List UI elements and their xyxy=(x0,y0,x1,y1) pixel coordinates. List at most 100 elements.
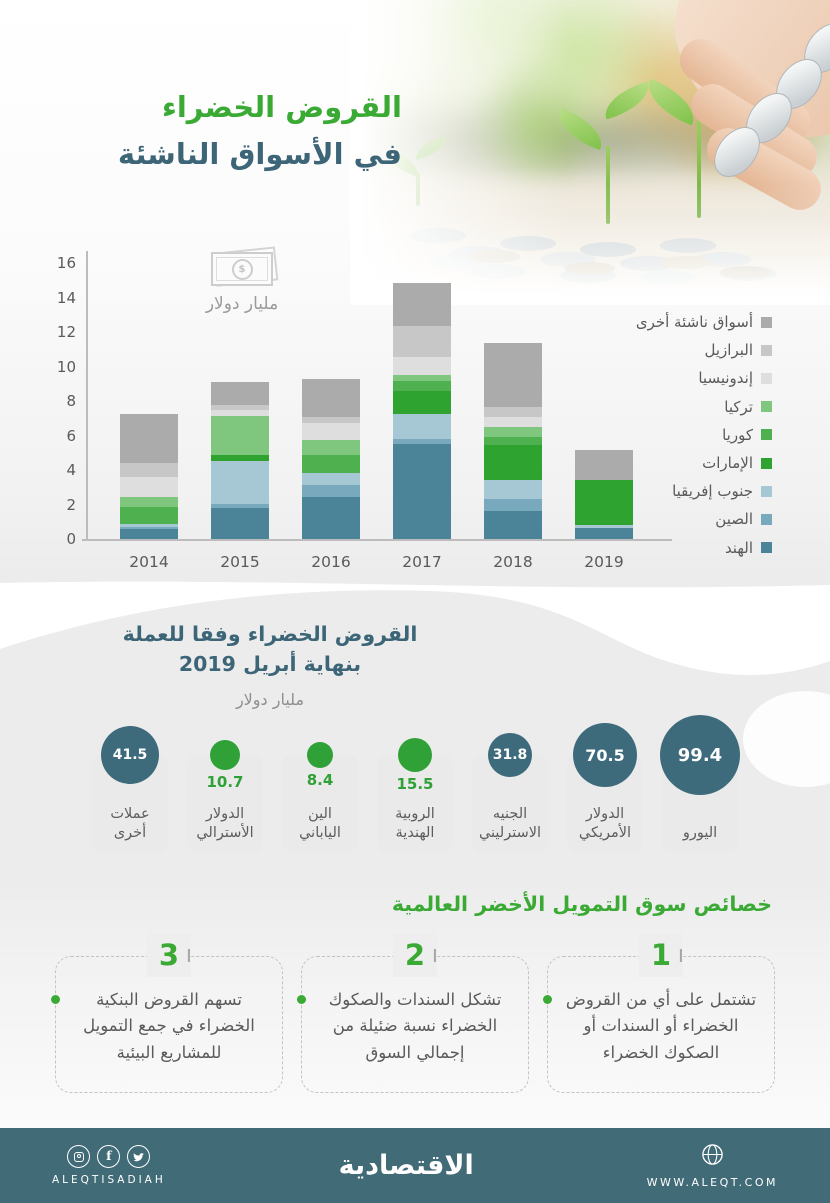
bar-segment-تركيا xyxy=(302,439,360,455)
globe-icon xyxy=(702,1143,723,1165)
features-section: خصائص سوق التمويل الأخضر العالمية 1 تشتمل… xyxy=(0,880,830,1128)
currency-label: الجنيه الاسترليني xyxy=(478,805,542,841)
chart-legend: أسواق ناشئة أخرى البرازيل إندونيسيا تركيا كو… xyxy=(636,308,772,562)
legend-label: الهند xyxy=(724,538,753,557)
x-axis-label: 2017 xyxy=(402,553,442,571)
currency-card: 31.8 الجنيه الاسترليني xyxy=(472,733,548,852)
feature-text: تشتمل على أي من القروض الخضراء أو السندا… xyxy=(565,990,757,1062)
currency-label: الدولار الأمريكي xyxy=(578,805,632,841)
y-axis-label: 16 xyxy=(56,254,76,272)
feature-box-1: 1 تشتمل على أي من القروض الخضراء أو السند… xyxy=(543,933,775,1093)
legend-label: الإمارات xyxy=(702,454,753,473)
bar-segment-الهند xyxy=(393,444,451,539)
bar-segment-أسواق ناشئة أخرى xyxy=(575,450,633,480)
bar-segment-الصين xyxy=(120,526,178,529)
legend-item: الهند xyxy=(636,534,772,562)
bar-segment-أسواق ناشئة أخرى xyxy=(393,282,451,326)
bar-segment-إندونيسيا xyxy=(302,422,360,440)
bar-plot xyxy=(88,263,668,539)
y-axis: 0 2 4 6 8 10 12 14 16 xyxy=(30,254,76,548)
twitter-icon[interactable] xyxy=(127,1145,151,1168)
y-axis-line xyxy=(86,251,88,541)
feature-boxes: 1 تشتمل على أي من القروض الخضراء أو السند… xyxy=(51,933,775,1093)
feature-dot xyxy=(51,995,60,1004)
bar-segment-إندونيسيا xyxy=(484,417,542,427)
instagram-glyph xyxy=(73,1151,84,1162)
bar-segment-البرازيل xyxy=(393,326,451,358)
bar-segment-كوريا xyxy=(302,454,360,473)
feature-number: 3 xyxy=(146,933,192,977)
x-axis-label: 2016 xyxy=(311,553,351,571)
dollar-sign: $ xyxy=(231,258,253,280)
legend-item: الإمارات xyxy=(636,449,772,477)
stacked-bar-chart: 0 2 4 6 8 10 12 14 16 2014 2015 2016 2017 2018 2019 xyxy=(30,251,770,581)
x-axis-label: 2019 xyxy=(584,553,624,571)
feature-number: 2 xyxy=(392,933,438,977)
page-title-line2: في الأسواق الناشئة xyxy=(117,137,402,171)
y-axis-label: 4 xyxy=(66,461,76,479)
instagram-icon[interactable] xyxy=(67,1145,91,1168)
currency-section: القروض الخضراء وفقا للعملة بنهاية أبريل … xyxy=(0,575,830,880)
bar-segment-الصين xyxy=(302,484,360,497)
bar-segment-جنوب إفريقيا xyxy=(575,525,633,528)
bar-segment-كوريا xyxy=(120,507,178,525)
website-block: WWW.ALEQT.COM xyxy=(647,1143,778,1189)
bar-segment-الهند xyxy=(484,511,542,539)
legend-item: كوريا xyxy=(636,421,772,449)
bar-segment-تركيا xyxy=(211,415,269,456)
bar-segment-كوريا xyxy=(393,381,451,391)
legend-item: جنوب إفريقيا xyxy=(636,477,772,505)
currency-card: 41.5 عملات أخرى xyxy=(92,726,168,852)
y-axis-label: 6 xyxy=(66,426,76,445)
y-axis-label: 14 xyxy=(56,288,76,307)
bar-segment-أسواق ناشئة أخرى xyxy=(302,378,360,417)
bar-segment-البرازيل xyxy=(120,463,178,477)
feature-text: تشكل السندات والصكوك الخضراء نسبة ضئيلة … xyxy=(328,990,502,1062)
legend-swatch xyxy=(761,372,772,384)
brand-name: ALEQTISADIAH xyxy=(52,1174,166,1186)
currency-circle xyxy=(307,742,333,768)
bar-2017 xyxy=(393,282,451,539)
social-icons: f xyxy=(52,1145,166,1168)
y-axis-label: 0 xyxy=(66,530,76,548)
feature-box-3: 3 تسهم القروض البنكية الخضراء في جمع التم… xyxy=(51,933,283,1093)
currency-card: 10.7 الدولار الأسترالي xyxy=(187,740,263,852)
feature-text: تسهم القروض البنكية الخضراء في جمع التمو… xyxy=(83,990,255,1062)
bar-segment-إندونيسيا xyxy=(211,409,269,416)
bar-segment-أسواق ناشئة أخرى xyxy=(484,343,542,408)
bar-2016 xyxy=(302,378,360,539)
currency-label: اليورو xyxy=(682,824,718,841)
legend-swatch xyxy=(761,542,772,554)
bar-segment-جنوب إفريقيا xyxy=(120,524,178,527)
bar-segment-الإمارات xyxy=(575,479,633,526)
bar-segment-إندونيسيا xyxy=(393,357,451,376)
bar-2014 xyxy=(120,413,178,539)
legend-label: أسواق ناشئة أخرى xyxy=(635,313,753,332)
facebook-icon[interactable]: f xyxy=(97,1145,121,1168)
features-title: خصائص سوق التمويل الأخضر العالمية xyxy=(391,892,772,916)
bar-segment-البرازيل xyxy=(302,416,360,423)
social-block: f ALEQTISADIAH xyxy=(52,1145,166,1186)
legend-label: البرازيل xyxy=(704,341,754,360)
bar-segment-جنوب إفريقيا xyxy=(484,480,542,500)
bar-segment-الصين xyxy=(484,499,542,512)
legend-swatch xyxy=(761,344,772,356)
x-axis-label: 2014 xyxy=(129,553,169,571)
x-axis-label: 2015 xyxy=(220,553,260,571)
dollar-bill-inner-border xyxy=(216,257,268,281)
bar-segment-تركيا xyxy=(393,375,451,382)
bar-2015 xyxy=(211,382,269,539)
currency-card: 8.4 الين الياباني xyxy=(282,742,358,852)
bar-2018 xyxy=(484,343,542,539)
currency-card: 99.4 اليورو xyxy=(660,715,740,852)
legend-swatch xyxy=(761,429,772,441)
bar-segment-البرازيل xyxy=(484,407,542,418)
aleqtisadiah-logo: الاقتصادية xyxy=(338,1150,474,1181)
legend-item: أسواق ناشئة أخرى xyxy=(636,308,772,336)
currency-value: 8.4 xyxy=(306,771,334,789)
website-url[interactable]: WWW.ALEQT.COM xyxy=(646,1175,778,1189)
y-axis-label: 12 xyxy=(56,323,76,341)
x-axis: 2014 2015 2016 2017 2018 2019 xyxy=(88,553,688,575)
currency-label: الروبية الهندية xyxy=(395,805,435,841)
